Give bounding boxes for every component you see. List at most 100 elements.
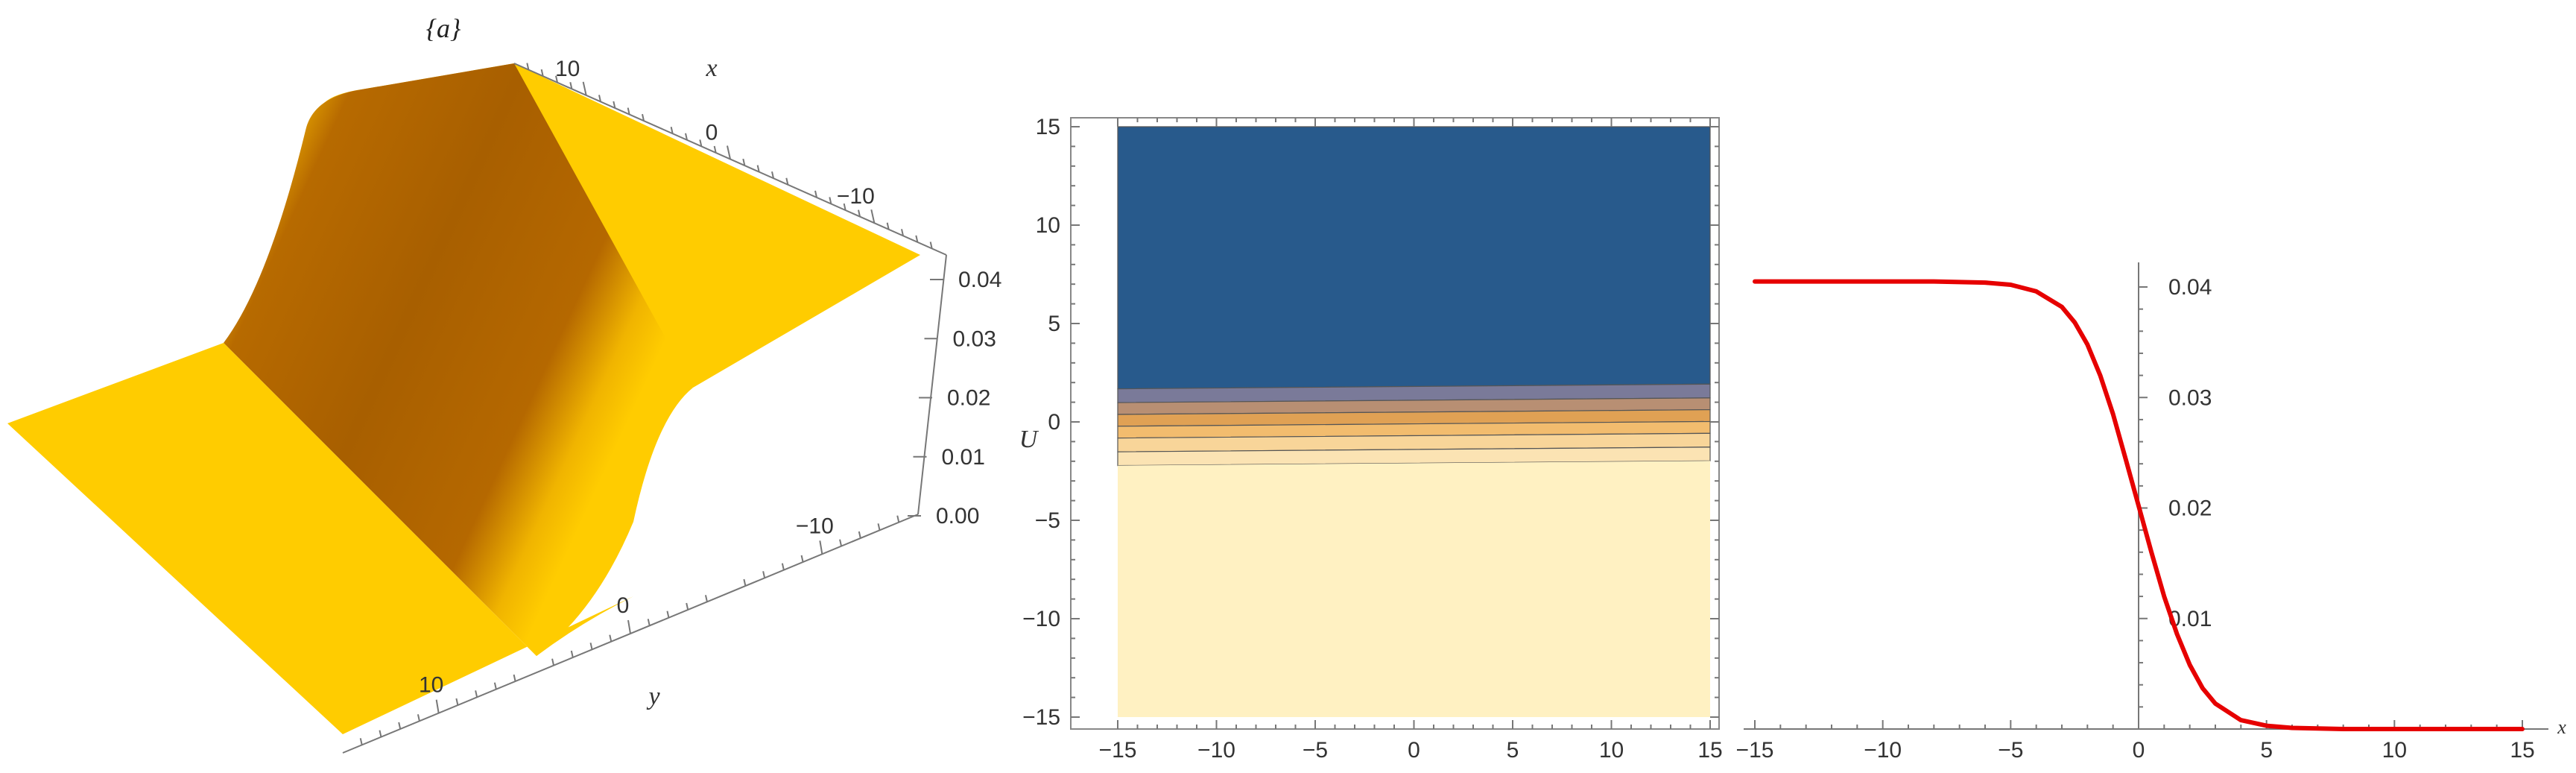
y-tick-label: 0 [617,593,630,618]
line-ticks: −15 −10 −5 0 5 10 150.010.020.030.04 [1736,275,2535,763]
contour-x-tick-label: −10 [1197,738,1235,763]
surface-ridge [224,63,693,656]
x-minor-tick [886,222,890,230]
line-series-curve [1753,279,2525,731]
line-y-tick-label: 0.03 [2168,385,2212,410]
x-minor-tick [598,95,601,102]
y-minor-tick [379,730,382,737]
contour-band [1117,126,1711,390]
line-y-tick-label: 0.02 [2168,496,2212,521]
y-tick-label: −10 [796,514,834,538]
line-x-tick-label: −10 [1864,738,1902,763]
surface-y-label: y [646,683,660,710]
contour-plot: −15 −10 −5 0 5 10 15 −15 −10 −5 0 5 10 15 [1022,115,1723,763]
z-tick-label: 0.03 [953,326,996,351]
line-x-tick-label: 0 [2133,738,2145,763]
x-minor-tick [843,203,846,211]
contour-band [1118,461,1710,717]
x-minor-tick [627,107,630,115]
line-plot: −15 −10 −5 0 5 10 150.010.020.030.04 x [1736,262,2566,763]
contour-y-tick-label: −15 [1022,705,1060,730]
z-tick-label: 0.04 [958,268,1001,292]
y-minor-tick [589,643,593,650]
x-minor-tick [901,229,904,236]
contour-x-tick-label: 0 [1408,738,1420,763]
y-minor-tick [398,722,402,730]
contour-x-tick-label: −15 [1099,738,1137,763]
y-minor-tick [743,578,747,587]
y-minor-tick [858,531,861,539]
surface-plot: {a} 10 0 −10 −10 0 10 0.00 0.01 0.02 0.03 0.04 x… [7,13,1039,754]
surface-x-label: x [705,54,717,82]
y-minor-tick [570,650,574,658]
line-y-tick-label: 0.04 [2168,275,2212,300]
x-minor-tick [670,127,674,134]
x-minor-tick [929,242,933,249]
x-minor-tick [613,101,616,109]
x-minor-tick [756,165,760,172]
z-axis-line [917,254,947,515]
y-minor-tick [475,690,478,698]
y-minor-tick [781,563,785,570]
line-x-tick-label: −15 [1736,738,1774,763]
x-tick-mark [582,81,587,96]
x-minor-tick [526,63,530,70]
z-axis-ticks: 0.00 0.01 0.02 0.03 0.04 [908,268,1001,529]
y-minor-tick [647,619,651,626]
contour-bands [1117,126,1711,717]
contour-x-tick-label: 15 [1697,738,1722,763]
surface-title: {a} [426,13,461,43]
contour-y-tick-label: 5 [1048,312,1060,336]
contour-y-tick-label: −10 [1022,607,1060,631]
x-tick-mark [870,209,876,224]
y-tick-mark [627,619,631,634]
x-minor-tick [642,113,645,122]
y-axis-ticks: −10 0 10 [359,514,900,745]
x-minor-tick [829,197,832,204]
x-tick-label: 0 [706,121,718,145]
y-minor-tick [455,698,459,706]
contour-x-tick-label: −5 [1303,738,1328,763]
contour-y-tick-label: 10 [1036,213,1060,238]
y-minor-tick [666,610,670,618]
y-minor-tick [513,674,516,682]
line-x-tick-label: 15 [2510,738,2534,763]
z-tick-label: 0.00 [936,504,979,529]
contour-ticks: −15 −10 −5 0 5 10 15 −15 −10 −5 0 5 10 15 [1022,115,1723,763]
y-minor-tick [686,602,689,610]
line-x-tick-label: 10 [2382,738,2407,763]
x-minor-tick [858,209,861,217]
x-minor-tick [685,133,688,141]
y-tick-label: 10 [419,673,443,698]
y-minor-tick [551,658,555,666]
x-axis-ticks: 10 0 −10 [526,57,933,249]
x-tick-mark [727,145,731,160]
contour-y-tick-label: 15 [1036,115,1060,139]
contour-x-tick-label: 10 [1599,738,1624,763]
y-tick-mark [435,699,440,713]
x-minor-tick [713,145,717,154]
contour-y-tick-label: −5 [1035,508,1060,533]
surface-z-label: U [1019,426,1039,453]
x-minor-tick [540,69,544,77]
x-minor-tick [555,75,558,83]
y-minor-tick [609,634,613,642]
x-minor-tick [742,158,746,166]
line-x-tick-label: −5 [1998,738,2023,763]
z-tick-label: 0.01 [942,445,985,470]
x-tick-label: 10 [555,57,580,81]
y-minor-tick [762,571,766,578]
x-minor-tick [785,177,789,185]
x-minor-tick [814,190,817,198]
z-tick-label: 0.02 [947,386,990,411]
y-minor-tick [896,515,900,523]
y-minor-tick [417,714,420,722]
y-minor-tick [359,738,363,745]
surface-bottom-plateau [7,343,633,734]
x-minor-tick [569,82,573,89]
contour-x-tick-label: 5 [1507,738,1519,763]
line-x-tick-label: 5 [2260,738,2273,763]
x-tick-label: −10 [837,184,875,209]
y-minor-tick [877,523,881,531]
